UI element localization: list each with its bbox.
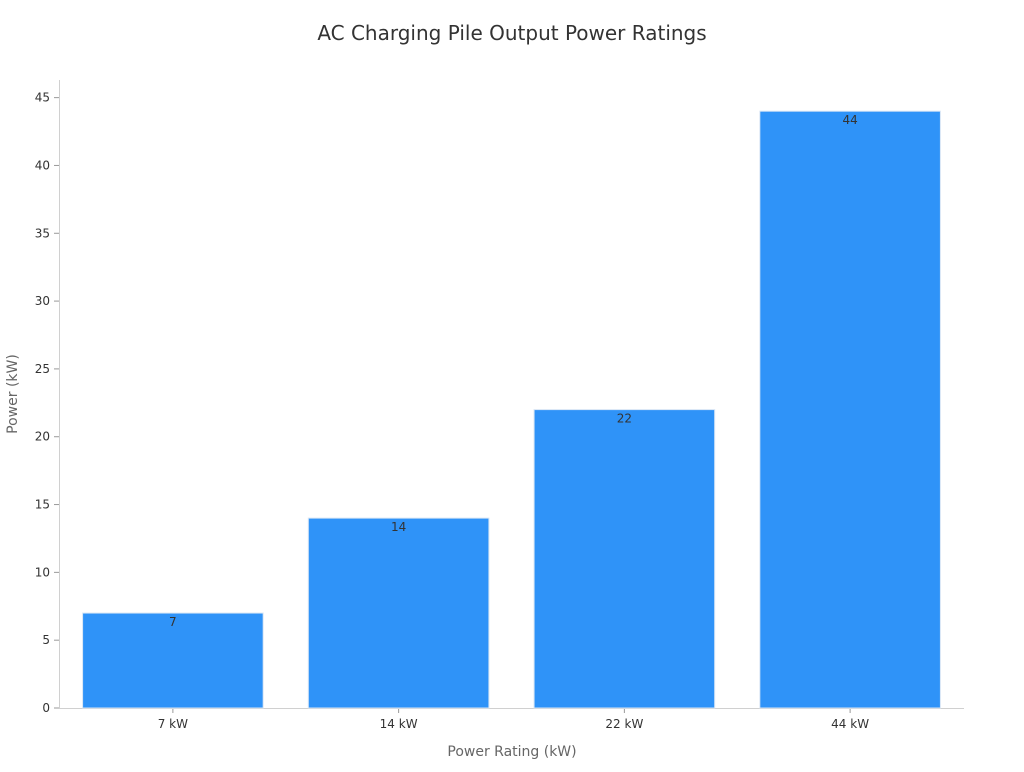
x-tick-label: 44 kW <box>831 717 869 731</box>
x-axis: 7 kW 14 kW 22 kW 44 kW <box>59 708 964 731</box>
y-tick-label: 0 <box>42 701 50 715</box>
y-tick-label: 10 <box>35 565 50 579</box>
x-axis-title: Power Rating (kW) <box>447 744 576 760</box>
y-tick-label: 30 <box>35 294 50 308</box>
y-ticks: 0 5 10 15 20 25 30 35 40 45 <box>35 91 59 715</box>
y-tick-label: 15 <box>35 498 50 512</box>
x-ticks: 7 kW 14 kW 22 kW 44 kW <box>158 709 869 731</box>
y-tick-label: 20 <box>35 430 50 444</box>
x-tick-label: 14 kW <box>380 717 418 731</box>
y-tick-label: 35 <box>35 226 50 240</box>
bar <box>307 517 490 709</box>
bar <box>82 612 264 709</box>
x-tick-label: 22 kW <box>605 717 643 731</box>
y-axis: 0 5 10 15 20 25 30 35 40 45 <box>35 80 60 715</box>
data-labels: 7 14 22 44 <box>169 113 858 629</box>
bars <box>82 110 941 709</box>
y-tick-label: 45 <box>35 91 50 105</box>
bar-value-label: 44 <box>842 113 857 127</box>
y-tick-label: 40 <box>35 158 50 172</box>
bar-value-label: 22 <box>617 412 632 426</box>
y-tick-label: 25 <box>35 362 50 376</box>
bar-value-label: 7 <box>169 615 177 629</box>
x-tick-label: 7 kW <box>158 717 188 731</box>
chart-title: AC Charging Pile Output Power Ratings <box>317 21 706 45</box>
y-axis-title: Power (kW) <box>5 354 21 434</box>
bar <box>759 110 941 709</box>
bar-value-label: 14 <box>391 520 406 534</box>
y-tick-label: 5 <box>42 633 50 647</box>
bar <box>533 409 716 709</box>
